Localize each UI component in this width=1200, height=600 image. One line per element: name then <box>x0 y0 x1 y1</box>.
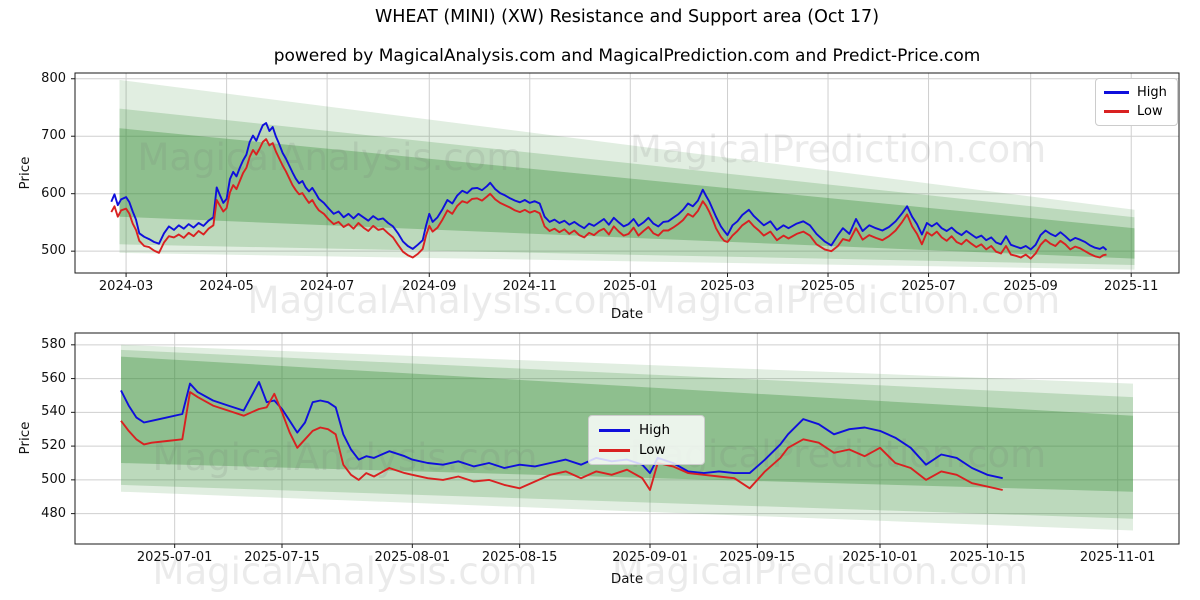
low-line <box>120 391 1003 491</box>
watermark-text: MagicalAnalysis.com <box>248 279 633 322</box>
watermarks: MagicalAnalysis.com MagicalPrediction.com… <box>138 128 1061 593</box>
low-line-swatch <box>1104 110 1129 113</box>
low-line-swatch <box>599 448 630 452</box>
high-line-swatch <box>1104 91 1129 94</box>
support-resistance-band <box>119 79 1135 270</box>
figure-title: WHEAT (MINI) (XW) Resistance and Support… <box>374 7 880 27</box>
plot-border <box>74 332 1180 545</box>
watermark-text: MagicalAnalysis.com <box>153 550 538 593</box>
watermark-text: MagicalPrediction.com <box>612 550 1028 593</box>
high-line <box>110 122 1108 251</box>
bottom-chart-x-axis-label: Date <box>610 571 644 587</box>
legend-low-label: Low <box>1137 104 1163 119</box>
high-line-swatch <box>599 428 630 432</box>
top-chart-y-axis-label: Price <box>17 156 33 190</box>
legend-high-label: High <box>639 422 671 438</box>
legend-row-low: Low <box>599 440 694 460</box>
figure-subtitle: powered by MagicalAnalysis.com and Magic… <box>273 46 981 66</box>
top-chart-legend: High Low <box>1095 78 1178 126</box>
high-line <box>120 381 1003 480</box>
legend-row-high: High <box>599 420 694 440</box>
bottom-chart-legend: High Low <box>588 415 705 465</box>
bottom-chart-y-axis-label: Price <box>17 421 33 455</box>
plot-border <box>74 72 1180 274</box>
low-line <box>110 138 1107 260</box>
legend-low-label: Low <box>639 442 666 458</box>
series-lines <box>110 122 1108 491</box>
watermark-text: MagicalAnalysis.com <box>138 136 523 179</box>
watermark-text: MagicalPrediction.com <box>630 128 1046 171</box>
legend-high-label: High <box>1137 85 1167 100</box>
legend-row-high: High <box>1104 83 1169 102</box>
watermark-text: MagicalPrediction.com <box>644 279 1060 322</box>
watermark-text: MagicalAnalysis.com <box>153 436 538 479</box>
legend-row-low: Low <box>1104 102 1169 121</box>
axes <box>71 72 1180 548</box>
top-chart-x-axis-label: Date <box>610 306 644 322</box>
